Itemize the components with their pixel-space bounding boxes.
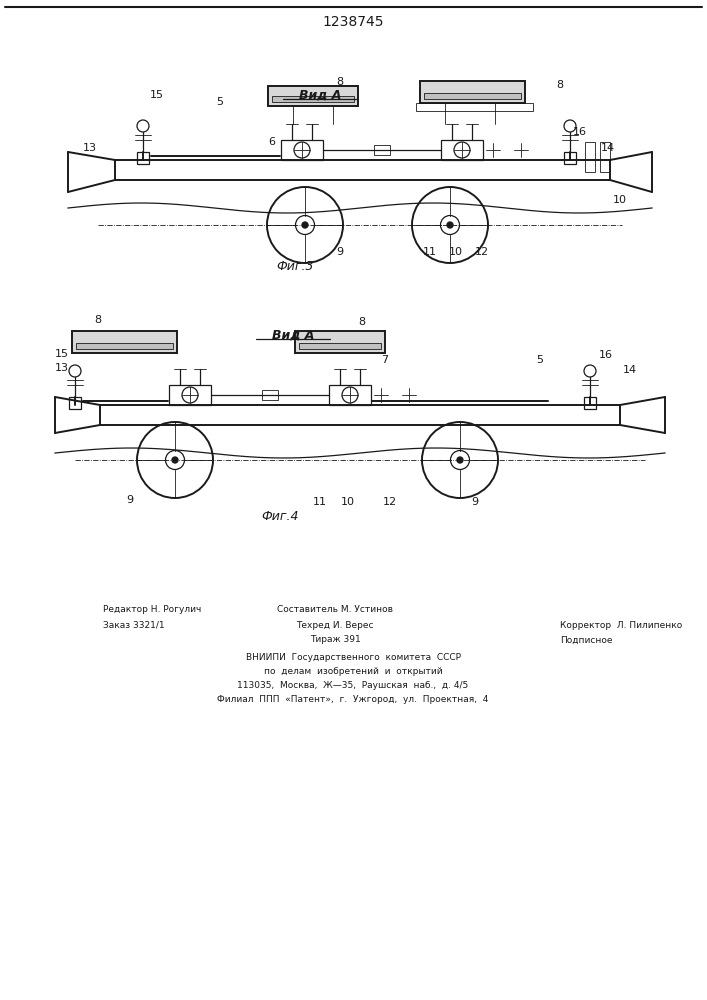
- Bar: [584, 397, 596, 409]
- Text: 10: 10: [613, 195, 627, 205]
- Text: 6: 6: [269, 137, 276, 147]
- Text: Заказ 3321/1: Заказ 3321/1: [103, 620, 165, 630]
- Bar: [268, 86, 358, 106]
- Text: 8: 8: [556, 80, 563, 90]
- Text: 5: 5: [216, 97, 223, 107]
- Bar: [137, 152, 149, 164]
- Bar: [564, 152, 576, 164]
- Text: 13: 13: [55, 363, 69, 373]
- Text: 9: 9: [472, 497, 479, 507]
- Text: 10: 10: [341, 497, 355, 507]
- Circle shape: [457, 457, 463, 463]
- Text: 16: 16: [573, 127, 587, 137]
- Bar: [585, 142, 595, 172]
- Text: 12: 12: [383, 497, 397, 507]
- Bar: [72, 331, 177, 353]
- Text: Тираж 391: Тираж 391: [310, 636, 361, 645]
- Text: Вид А: Вид А: [271, 328, 314, 342]
- Bar: [416, 103, 533, 111]
- Bar: [76, 343, 173, 349]
- Text: 8: 8: [337, 77, 344, 87]
- Bar: [374, 145, 390, 155]
- Bar: [441, 140, 483, 160]
- Text: 15: 15: [55, 349, 69, 359]
- Bar: [262, 390, 278, 400]
- Bar: [424, 93, 521, 99]
- Bar: [329, 385, 371, 405]
- Text: 1238745: 1238745: [322, 15, 384, 29]
- Text: 14: 14: [601, 143, 615, 153]
- Text: 14: 14: [623, 365, 637, 375]
- Text: Корректор  Л. Пилипенко: Корректор Л. Пилипенко: [560, 620, 682, 630]
- Text: 13: 13: [83, 143, 97, 153]
- Bar: [69, 397, 81, 409]
- Text: Филиал  ППП  «Патент»,  г.  Ужгород,  ул.  Проектная,  4: Филиал ППП «Патент», г. Ужгород, ул. Про…: [217, 696, 489, 704]
- Text: Фиг.4: Фиг.4: [262, 510, 299, 522]
- Bar: [272, 96, 354, 102]
- Text: Фиг.3: Фиг.3: [276, 260, 314, 273]
- Text: 11: 11: [423, 247, 437, 257]
- Text: Подписное: Подписное: [560, 636, 612, 645]
- Text: по  делам  изобретений  и  открытий: по делам изобретений и открытий: [264, 668, 443, 676]
- Text: 5: 5: [537, 355, 544, 365]
- Text: Редактор Н. Рогулич: Редактор Н. Рогулич: [103, 605, 201, 614]
- Text: 15: 15: [150, 90, 164, 100]
- Circle shape: [172, 457, 178, 463]
- Text: 113035,  Москва,  Ж—35,  Раушская  наб.,  д. 4/5: 113035, Москва, Ж—35, Раушская наб., д. …: [238, 682, 469, 690]
- Text: 11: 11: [313, 497, 327, 507]
- Text: 10: 10: [449, 247, 463, 257]
- Text: ВНИИПИ  Государственного  комитета  СССР: ВНИИПИ Государственного комитета СССР: [245, 654, 460, 662]
- Text: Составитель М. Устинов: Составитель М. Устинов: [277, 605, 393, 614]
- Bar: [169, 385, 211, 405]
- Text: Вид А: Вид А: [299, 89, 341, 102]
- Text: 7: 7: [382, 355, 389, 365]
- Text: 9: 9: [127, 495, 134, 505]
- Text: 9: 9: [337, 247, 344, 257]
- Bar: [420, 81, 525, 103]
- Text: 12: 12: [475, 247, 489, 257]
- Bar: [600, 142, 610, 172]
- Text: 8: 8: [95, 315, 102, 325]
- Text: 16: 16: [599, 350, 613, 360]
- Bar: [295, 331, 385, 353]
- Circle shape: [447, 222, 453, 228]
- Text: 8: 8: [358, 317, 366, 327]
- Circle shape: [302, 222, 308, 228]
- Bar: [299, 343, 381, 349]
- Bar: [281, 140, 323, 160]
- Text: Техред И. Верес: Техред И. Верес: [296, 620, 374, 630]
